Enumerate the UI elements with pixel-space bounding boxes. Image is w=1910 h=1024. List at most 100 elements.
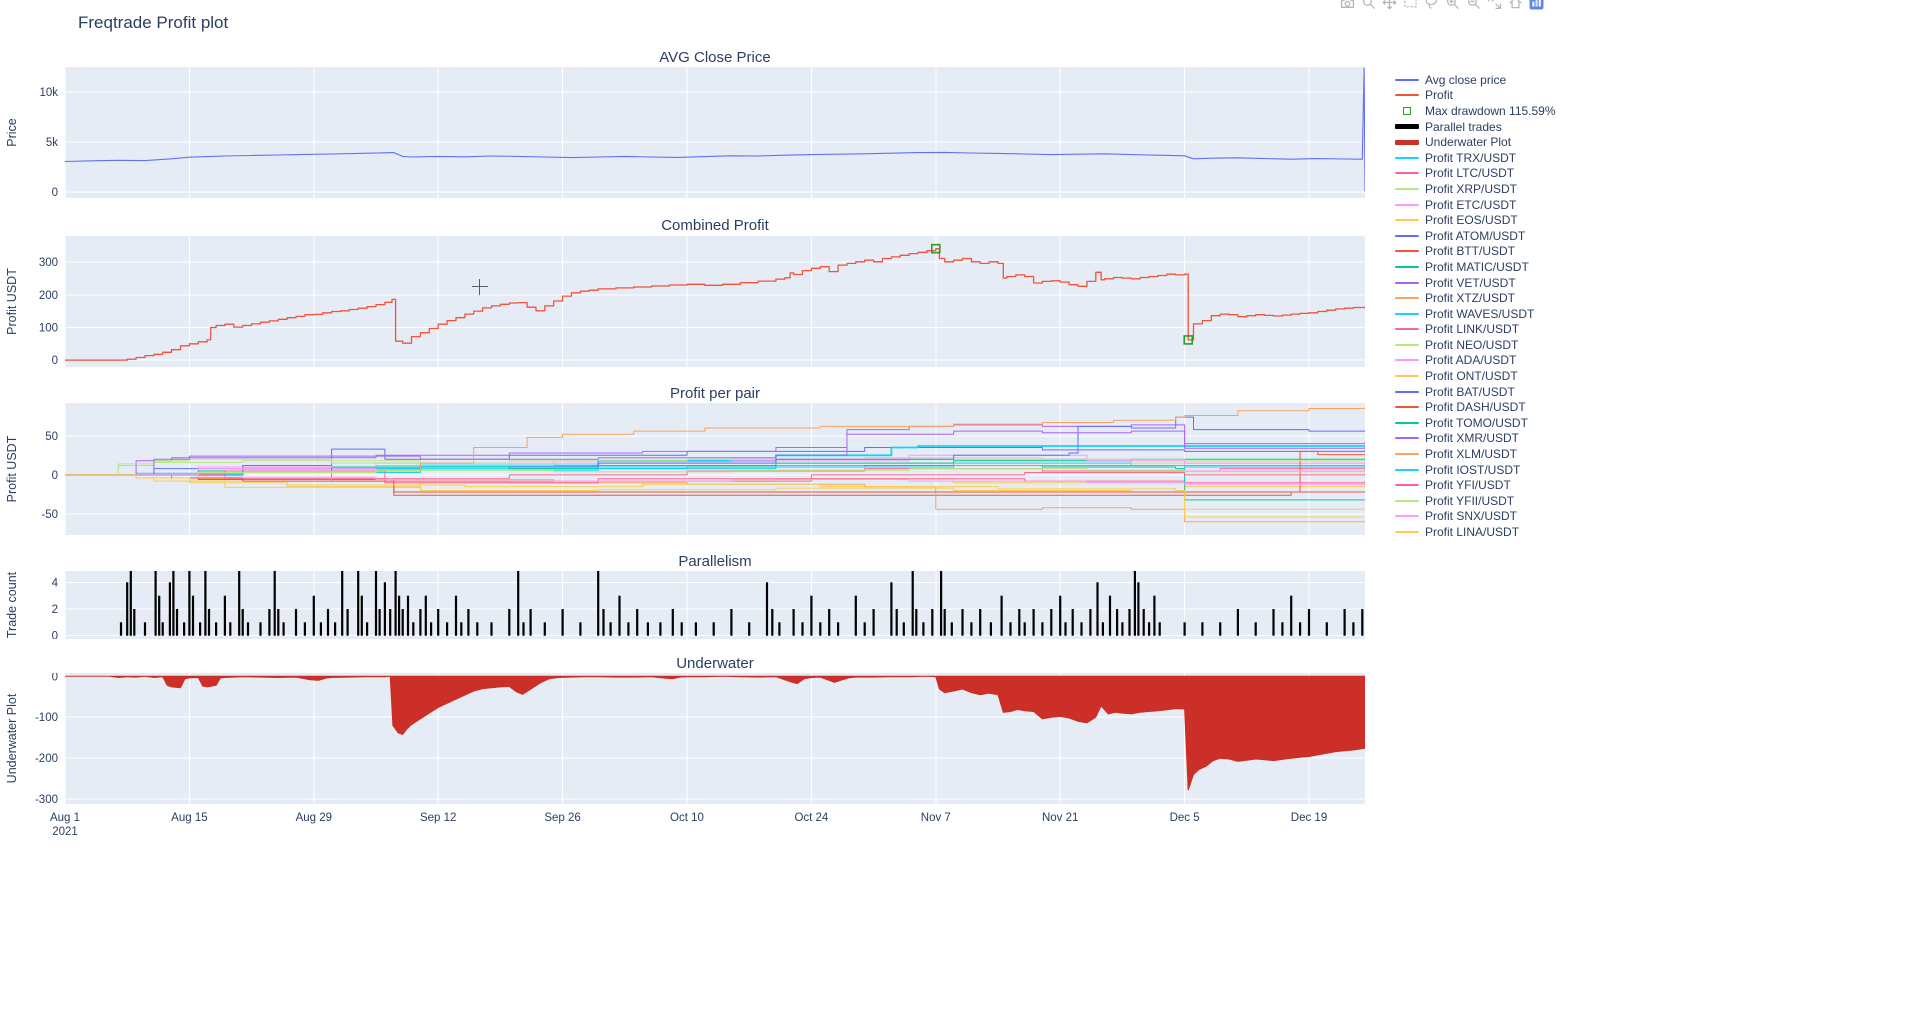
x-tick-label: Nov 7 — [921, 812, 951, 824]
trade-count-bar — [765, 582, 769, 636]
legend-item-profit-eos-usdt[interactable]: Profit EOS/USDT — [1392, 212, 1556, 228]
trade-count-bar — [597, 571, 600, 636]
trade-count-bar — [1009, 622, 1012, 636]
trade-count-bar — [618, 595, 621, 636]
legend-item-profit-ont-usdt[interactable]: Profit ONT/USDT — [1392, 368, 1556, 384]
legend-label: Profit DASH/USDT — [1425, 400, 1526, 415]
legend-item-profit-matic-usdt[interactable]: Profit MATIC/USDT — [1392, 259, 1556, 275]
legend-item-profit-dash-usdt[interactable]: Profit DASH/USDT — [1392, 399, 1556, 415]
legend-label: Avg close price — [1425, 72, 1507, 87]
legend-item-avg-close-price[interactable]: Avg close price — [1392, 72, 1556, 88]
pan-icon[interactable] — [1382, 0, 1398, 11]
profit-per-pair-plot[interactable]: 50 0 -50 Profit USDT — [0, 403, 1380, 535]
legend-item-profit-btt-usdt[interactable]: Profit BTT/USDT — [1392, 244, 1556, 260]
legend-item-profit-lina-usdt[interactable]: Profit LINA/USDT — [1392, 524, 1556, 540]
trade-count-bar — [401, 609, 404, 636]
trade-count-bar — [748, 622, 751, 636]
legend-item-profit-iost-usdt[interactable]: Profit IOST/USDT — [1392, 462, 1556, 478]
trade-count-bar — [241, 609, 244, 636]
trade-count-bar — [1096, 582, 1099, 636]
legend-item-profit-tomo-usdt[interactable]: Profit TOMO/USDT — [1392, 415, 1556, 431]
trade-count-bar — [119, 622, 123, 636]
trade-count-bar — [1071, 609, 1074, 636]
trade-count-bar — [943, 609, 946, 636]
legend-label: Max drawdown 115.59% — [1425, 103, 1556, 118]
trade-count-bar — [561, 609, 564, 636]
trade-count-bar — [1281, 622, 1284, 636]
zoom-in-icon[interactable] — [1445, 0, 1461, 11]
zoom-out-icon[interactable] — [1466, 0, 1482, 11]
trade-count-bar — [312, 595, 315, 636]
trade-count-bar — [246, 622, 250, 636]
box-select-icon[interactable] — [1403, 0, 1419, 11]
legend-label: Profit TRX/USDT — [1425, 150, 1517, 165]
y-tick-label: 200 — [39, 290, 58, 302]
download-plot-icon[interactable] — [1340, 0, 1356, 11]
trade-count-bar — [154, 571, 157, 636]
legend-item-profit-neo-usdt[interactable]: Profit NEO/USDT — [1392, 337, 1556, 353]
legend-item-profit-trx-usdt[interactable]: Profit TRX/USDT — [1392, 150, 1556, 166]
legend-item-underwater-plot[interactable]: Underwater Plot — [1392, 134, 1556, 150]
legend-item-profit[interactable]: Profit — [1392, 88, 1556, 104]
trade-count-bar — [1325, 622, 1328, 636]
legend-label: Profit BTT/USDT — [1425, 244, 1516, 259]
legend-item-profit-yfi-usdt[interactable]: Profit YFI/USDT — [1392, 477, 1556, 493]
avg-close-price-plot[interactable]: 0 5k 10k Price — [0, 67, 1380, 198]
line-swatch-icon — [1392, 421, 1422, 424]
trade-count-bar — [294, 609, 298, 636]
legend-item-profit-bat-usdt[interactable]: Profit BAT/USDT — [1392, 384, 1556, 400]
trade-count-bar — [863, 622, 866, 636]
line-swatch-icon — [1392, 453, 1422, 456]
y-axis-title: Profit USDT — [5, 435, 19, 502]
trade-count-bar — [168, 582, 171, 636]
y-axis-title: Profit USDT — [5, 268, 19, 335]
legend-item-max-drawdown-115-59-[interactable]: Max drawdown 115.59% — [1392, 103, 1556, 119]
trade-count-bar — [1121, 622, 1124, 636]
plotly-modebar — [1340, 0, 1545, 11]
legend-label: Parallel trades — [1425, 119, 1502, 134]
plotly-logo-icon[interactable] — [1529, 0, 1545, 11]
series-xmr-usdt — [65, 430, 1365, 476]
legend-item-parallel-trades[interactable]: Parallel trades — [1392, 119, 1556, 135]
legend-item-profit-xrp-usdt[interactable]: Profit XRP/USDT — [1392, 181, 1556, 197]
x-tick-label: Sep 26 — [544, 812, 580, 824]
trade-count-bar — [517, 571, 520, 636]
line-swatch-icon — [1392, 468, 1422, 471]
reset-axes-icon[interactable] — [1508, 0, 1524, 11]
trade-count-bar — [383, 582, 386, 636]
x-tick-label: Dec 19 — [1291, 812, 1327, 824]
legend-item-profit-ada-usdt[interactable]: Profit ADA/USDT — [1392, 353, 1556, 369]
trade-count-bar — [543, 622, 546, 636]
line-swatch-icon — [1392, 250, 1422, 253]
legend-item-profit-ltc-usdt[interactable]: Profit LTC/USDT — [1392, 166, 1556, 182]
autoscale-icon[interactable] — [1487, 0, 1503, 11]
trade-count-bar — [406, 595, 410, 636]
trade-count-bar — [133, 609, 136, 636]
trade-count-bar — [199, 622, 202, 636]
line-swatch-icon — [1392, 343, 1422, 346]
parallelism-plot[interactable]: 0 2 4 Trade count — [0, 571, 1380, 639]
legend-item-profit-atom-usdt[interactable]: Profit ATOM/USDT — [1392, 228, 1556, 244]
zoom-icon[interactable] — [1361, 0, 1377, 11]
legend-label: Profit SNX/USDT — [1425, 509, 1518, 524]
legend-item-profit-etc-usdt[interactable]: Profit ETC/USDT — [1392, 197, 1556, 213]
trade-count-bar — [1201, 622, 1204, 636]
combined-profit-plot[interactable]: 0 100 200 300 Profit USDT — [0, 236, 1380, 367]
legend-item-profit-waves-usdt[interactable]: Profit WAVES/USDT — [1392, 306, 1556, 322]
legend-label: Profit XMR/USDT — [1425, 431, 1520, 446]
legend-item-profit-snx-usdt[interactable]: Profit SNX/USDT — [1392, 509, 1556, 525]
trade-count-bar — [446, 622, 449, 636]
trade-count-bar — [326, 609, 330, 636]
legend-item-profit-xlm-usdt[interactable]: Profit XLM/USDT — [1392, 446, 1556, 462]
legend-item-profit-vet-usdt[interactable]: Profit VET/USDT — [1392, 275, 1556, 291]
lasso-select-icon[interactable] — [1424, 0, 1440, 11]
legend-item-profit-xtz-usdt[interactable]: Profit XTZ/USDT — [1392, 290, 1556, 306]
line-swatch-icon — [1392, 328, 1422, 331]
legend-item-profit-link-usdt[interactable]: Profit LINK/USDT — [1392, 322, 1556, 338]
underwater-plot[interactable]: 0 -100 -200 -300 Underwater Plot Aug 1 2021 Aug… — [0, 673, 1380, 840]
trade-count-bar — [1032, 609, 1035, 636]
legend-item-profit-xmr-usdt[interactable]: Profit XMR/USDT — [1392, 431, 1556, 447]
drawdown-square-icon — [1392, 106, 1422, 115]
trade-count-bar — [341, 571, 344, 636]
legend-item-profit-yfii-usdt[interactable]: Profit YFII/USDT — [1392, 493, 1556, 509]
